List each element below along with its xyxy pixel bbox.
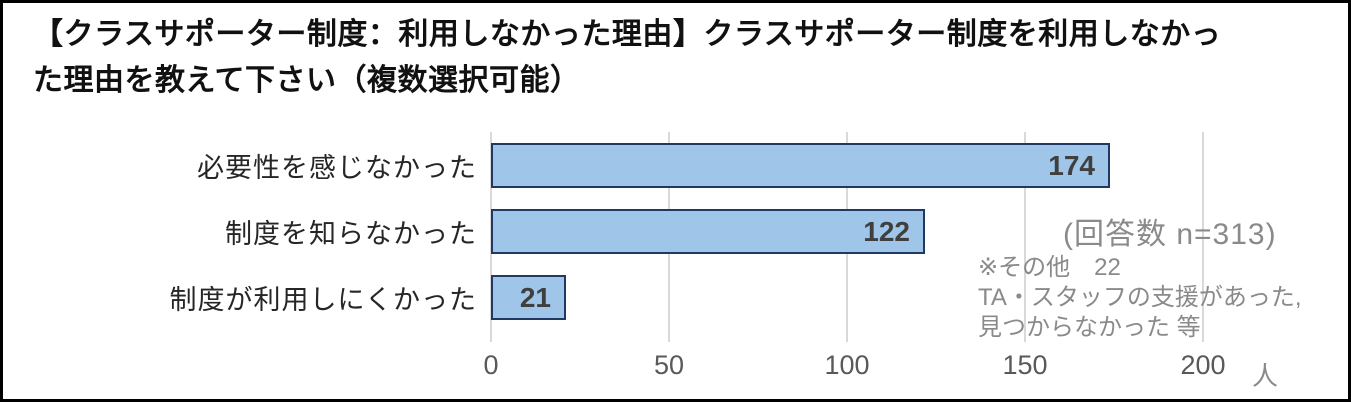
- x-tick-150: 150: [1002, 350, 1048, 380]
- respondents-note: (回答数 n=313): [1063, 218, 1277, 251]
- x-tick-50: 50: [653, 350, 685, 380]
- bar: 174: [491, 143, 1110, 188]
- bar-value-label: 174: [1048, 149, 1095, 181]
- chart-title-line1: 【クラスサポーター制度：利用しなかった理由】クラスサポーター制度を利用しなかっ: [33, 18, 1222, 51]
- gridline-150: [1024, 132, 1026, 342]
- category-label: 制度を知らなかった: [225, 219, 477, 249]
- x-axis-unit-label: 人: [1252, 361, 1279, 391]
- gridline-200: [1202, 132, 1204, 342]
- chart-title-line2: た理由を教えて下さい（複数選択可能）: [33, 64, 581, 97]
- bar-value-label: 21: [519, 281, 551, 313]
- x-tick-200: 200: [1180, 350, 1226, 380]
- other-note-line2: TA・スタッフの支援があった,: [978, 284, 1302, 311]
- x-tick-100: 100: [824, 350, 870, 380]
- other-note-line1: ※その他 22: [978, 254, 1121, 281]
- bar: 21: [491, 275, 566, 320]
- bar: 122: [491, 209, 925, 254]
- plot-area: 0 50 100 150 200 必要性を感じなかった 174 制度を知らなかった 122 制度が…: [3, 3, 1348, 399]
- category-label: 制度が利用しにくかった: [169, 285, 477, 315]
- other-note: ※その他 22 TA・スタッフの支援があった, 見つからなかった 等: [978, 253, 1302, 343]
- category-label: 必要性を感じなかった: [197, 153, 477, 183]
- bar-value-label: 122: [863, 215, 910, 247]
- other-note-line3: 見つからなかった 等: [978, 314, 1201, 341]
- chart-title: 【クラスサポーター制度：利用しなかった理由】クラスサポーター制度を利用しなかっ …: [33, 12, 1323, 104]
- x-tick-0: 0: [483, 350, 499, 380]
